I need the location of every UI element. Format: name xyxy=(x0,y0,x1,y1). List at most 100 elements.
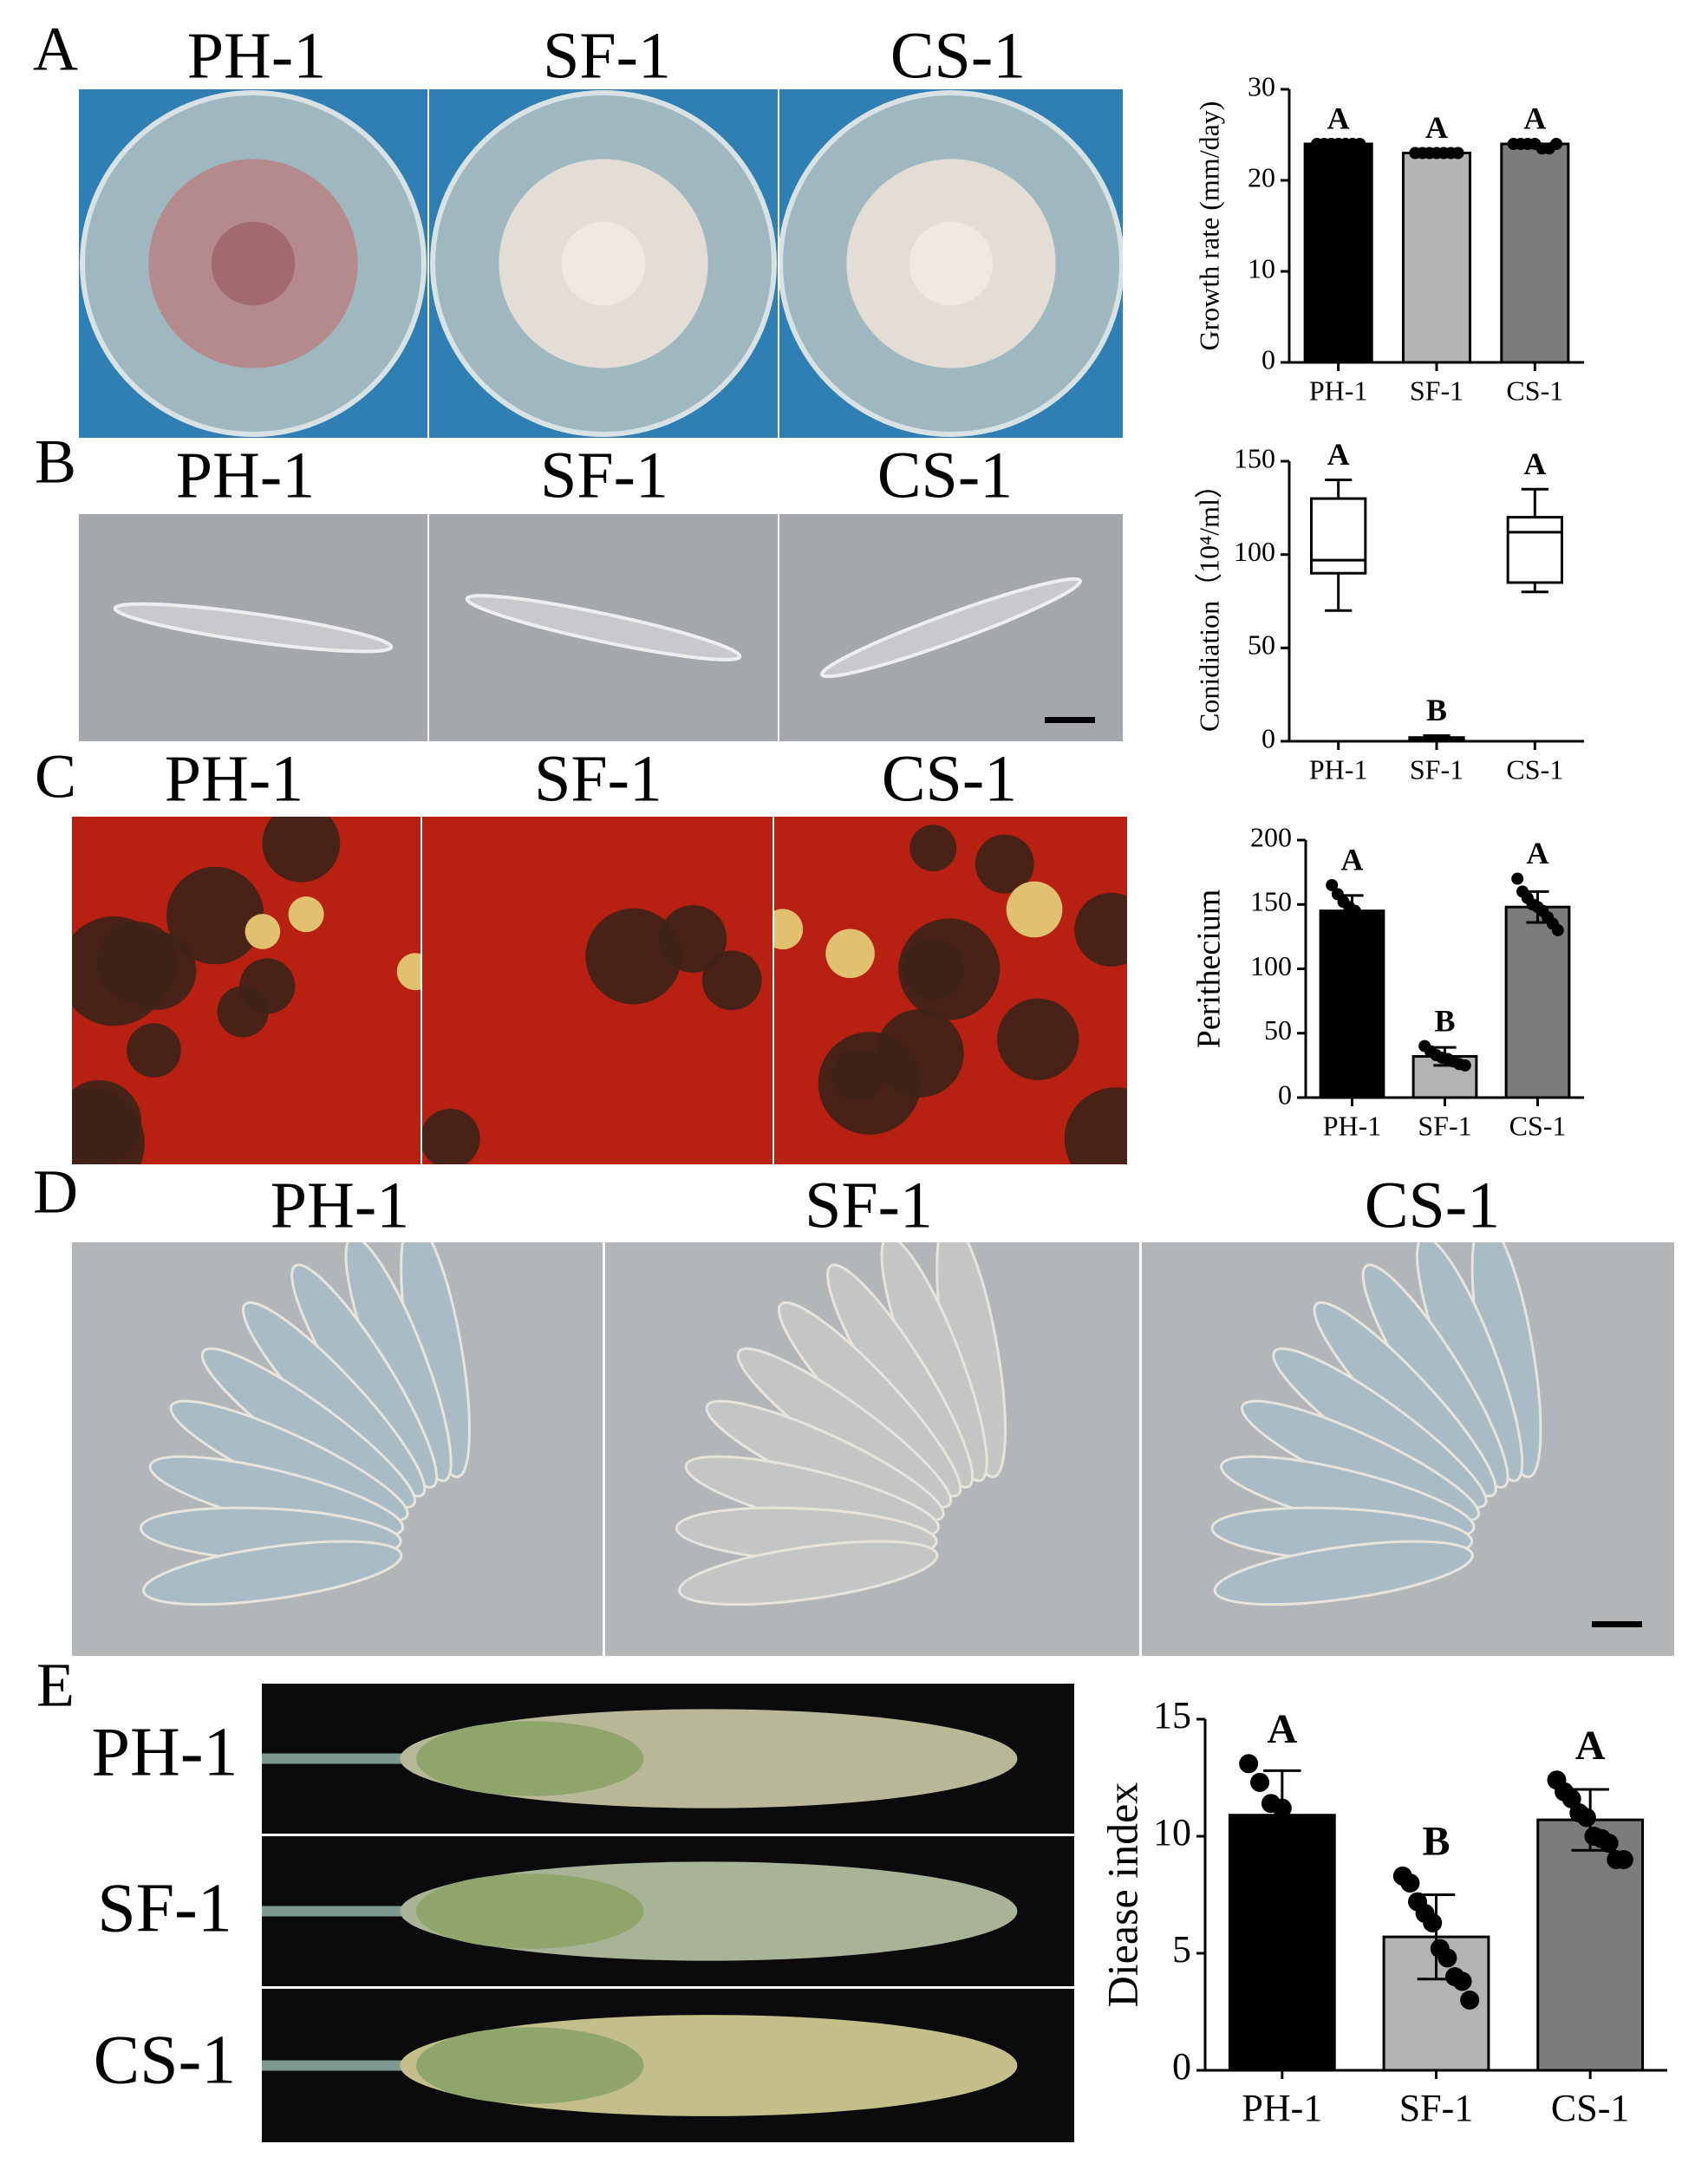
y-axis-label: Diease index xyxy=(1098,1782,1146,2008)
perithecium xyxy=(997,998,1079,1080)
photo xyxy=(79,89,427,438)
photo xyxy=(262,1684,1074,1834)
ascus xyxy=(678,1540,939,1606)
strain-label: PH-1 xyxy=(165,742,303,815)
stem xyxy=(262,1906,425,1917)
strain-label: SF-1 xyxy=(543,19,671,92)
perithecium xyxy=(166,866,264,965)
data-point xyxy=(1452,1971,1472,1991)
x-tick-label: CS-1 xyxy=(1506,753,1563,785)
x-tick-label: CS-1 xyxy=(1509,1110,1567,1141)
significance-letter: A xyxy=(1523,446,1546,481)
strain-label: PH-1 xyxy=(176,439,315,512)
photo xyxy=(262,1836,1074,1986)
y-tick-label: 0 xyxy=(1261,722,1275,753)
strain-label: PH-1 xyxy=(187,19,326,92)
y-axis-label: Perithecium xyxy=(1191,890,1228,1049)
y-tick-label: 0 xyxy=(1278,1078,1292,1110)
panel-label: A xyxy=(33,15,78,84)
strain-label: CS-1 xyxy=(94,2022,237,2098)
box xyxy=(1506,516,1563,584)
photo xyxy=(779,89,1123,438)
colony-center xyxy=(909,221,994,306)
data-point xyxy=(1613,1850,1633,1869)
cirrus xyxy=(244,914,281,949)
data-point xyxy=(1400,1874,1420,1893)
box xyxy=(1310,497,1367,575)
significance-letter: B xyxy=(1426,693,1447,727)
panel-label: E xyxy=(36,1651,75,1720)
perithecium xyxy=(1074,892,1127,967)
y-tick-label: 150 xyxy=(1234,442,1275,473)
cirrus xyxy=(1006,881,1063,938)
data-point xyxy=(1576,1808,1596,1828)
x-tick-label: SF-1 xyxy=(1410,375,1464,406)
ascus xyxy=(142,1540,403,1606)
x-tick-label: PH-1 xyxy=(1309,753,1368,785)
x-tick-label: CS-1 xyxy=(1506,375,1563,406)
y-tick-label: 100 xyxy=(1250,950,1292,981)
bar xyxy=(1504,905,1571,1099)
cirrus xyxy=(288,896,324,933)
perithecium xyxy=(1064,1087,1127,1164)
perithecium xyxy=(97,922,179,1004)
data-point xyxy=(1250,1772,1270,1792)
data-point xyxy=(1511,872,1524,885)
stem xyxy=(262,1753,425,1764)
data-point xyxy=(1551,923,1564,936)
photo xyxy=(72,1242,603,1656)
x-tick-label: PH-1 xyxy=(1323,1110,1382,1141)
significance-letter: B xyxy=(1434,1003,1455,1038)
y-tick-label: 0 xyxy=(1261,343,1275,375)
y-axis-label: Growth rate (mm/day) xyxy=(1193,101,1224,351)
perithecium xyxy=(127,1023,181,1078)
perithecium xyxy=(262,817,341,883)
panel-label: C xyxy=(35,742,76,811)
data-point xyxy=(1423,1913,1443,1932)
bar xyxy=(1500,142,1570,364)
photo xyxy=(262,1989,1074,2142)
photo xyxy=(72,817,420,1164)
photo xyxy=(422,817,773,1164)
significance-letter: A xyxy=(1527,836,1549,870)
significance-letter: A xyxy=(1267,1706,1297,1752)
data-point xyxy=(1561,1789,1581,1808)
significance-letter: A xyxy=(1425,110,1448,145)
colony-center xyxy=(561,221,646,306)
cirrus xyxy=(774,909,804,950)
scale-bar xyxy=(1045,717,1095,723)
strain-label: PH-1 xyxy=(271,1169,409,1241)
perithecium xyxy=(909,824,957,872)
wheat-ear-tip xyxy=(416,2027,644,2104)
significance-letter: A xyxy=(1341,843,1364,877)
data-point xyxy=(1326,878,1339,891)
strain-label: CS-1 xyxy=(890,19,1026,92)
panel-label: D xyxy=(33,1157,78,1227)
x-tick-label: SF-1 xyxy=(1418,1110,1471,1141)
photo xyxy=(429,514,778,741)
data-point xyxy=(1460,1991,1480,2010)
y-tick-label: 15 xyxy=(1153,1694,1191,1737)
data-point xyxy=(1306,1831,1326,1851)
strain-label: SF-1 xyxy=(534,742,662,815)
perithecium xyxy=(902,938,965,1000)
cirrus xyxy=(825,929,875,979)
y-axis-label: Conidiation（10⁴/ml） xyxy=(1193,471,1224,732)
ascus xyxy=(1213,1540,1474,1606)
photo xyxy=(429,89,778,438)
photo xyxy=(774,817,1127,1164)
photo xyxy=(79,514,427,741)
colony-center xyxy=(211,221,296,306)
photo xyxy=(605,1242,1139,1656)
y-tick-label: 20 xyxy=(1248,161,1275,192)
y-tick-label: 150 xyxy=(1250,886,1292,917)
perithecium xyxy=(818,1032,922,1135)
wheat-ear-tip xyxy=(416,1874,644,1949)
bar xyxy=(1401,152,1472,364)
data-point xyxy=(1549,138,1562,150)
perithecium xyxy=(975,834,1034,894)
x-tick-label: SF-1 xyxy=(1399,2087,1474,2129)
y-tick-label: 50 xyxy=(1264,1014,1292,1046)
data-point xyxy=(1366,921,1379,934)
